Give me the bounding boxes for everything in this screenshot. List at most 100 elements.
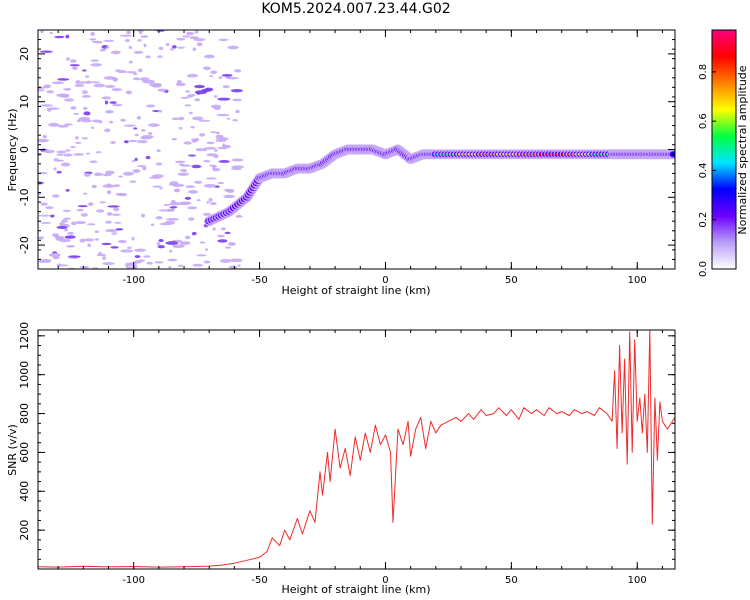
heatmap-noise-cell (171, 45, 177, 49)
heatmap-noise-cell (177, 202, 191, 206)
snr-y-tick-label: 1200 (18, 322, 31, 350)
heatmap-noise-cell (221, 74, 233, 77)
heatmap-noise-cell (215, 139, 227, 142)
heatmap-noise-cell (202, 212, 212, 216)
heatmap-noise-cell (94, 230, 99, 234)
heatmap-noise-cell (157, 55, 163, 58)
heatmap-noise-cell (102, 256, 107, 260)
heatmap-noise-cell (39, 50, 53, 53)
heatmap-noise-cell (192, 47, 197, 52)
heatmap-noise-cell (188, 190, 199, 194)
heatmap-noise-cell (43, 149, 55, 154)
heatmap-noise-cell (126, 30, 131, 35)
heatmap-noise-cell (237, 264, 241, 267)
heatmap-noise-cell (192, 116, 204, 121)
heatmap-noise-cell (206, 200, 210, 204)
snr-x-axis-label: Height of straight line (km) (281, 583, 430, 596)
heatmap-noise-cell (56, 153, 64, 156)
heatmap-noise-cell (73, 153, 85, 156)
heatmap-noise-cell (94, 238, 100, 241)
heatmap-noise-cell (115, 228, 124, 231)
heatmap-noise-cell (198, 119, 211, 122)
heatmap-noise-cell (218, 38, 229, 42)
heatmap-noise-cell (157, 245, 165, 249)
heatmap-noise-cell (186, 94, 194, 98)
heatmap-noise-cell (125, 71, 137, 74)
heatmap-noise-cell (151, 174, 164, 178)
heatmap-noise-cell (79, 266, 90, 269)
heatmap-noise-cell (109, 120, 114, 124)
snr-y-tick-label: 600 (18, 442, 31, 463)
heatmap-noise-cell (210, 70, 218, 74)
heatmap-noise-cell (169, 208, 175, 212)
heatmap-noise-cell (141, 128, 146, 132)
heatmap-noise-cell (131, 236, 135, 241)
heatmap-noise-cell (42, 135, 47, 139)
heatmap-noise-cell (205, 177, 217, 180)
heatmap-noise-cell (123, 140, 129, 144)
heatmap-noise-cell (105, 220, 112, 224)
heatmap-noise-cell (53, 167, 57, 171)
heatmap-x-tick-label: 100 (628, 275, 647, 286)
heatmap-noise-cell (56, 93, 69, 98)
heatmap-noise-cell (83, 106, 88, 110)
heatmap-noise-cell (46, 90, 54, 94)
heatmap-noise-cell (86, 223, 96, 226)
heatmap-noise-cell (40, 202, 48, 206)
heatmap-noise-cell (52, 194, 60, 198)
snr-x-tick-label: 100 (628, 575, 647, 586)
heatmap-noise-cell (213, 95, 218, 98)
heatmap-noise-cell (83, 111, 91, 116)
heatmap-noise-cell (217, 181, 225, 185)
heatmap-noise-cell (221, 227, 226, 231)
heatmap-noise-cell (152, 185, 162, 188)
heatmap-noise-cell (102, 262, 115, 266)
heatmap-noise-cell (75, 221, 86, 225)
heatmap-noise-cell (158, 109, 163, 113)
heatmap-noise-cell (91, 40, 103, 44)
heatmap-noise-cell (86, 152, 90, 155)
heatmap-noise-cell (111, 213, 121, 216)
heatmap-noise-cell (159, 222, 173, 226)
heatmap-noise-cell (156, 149, 161, 153)
heatmap-noise-cell (196, 91, 200, 95)
heatmap-noise-cell (137, 39, 142, 42)
heatmap-noise-cell (106, 212, 113, 216)
heatmap-noise-cell (158, 209, 171, 212)
heatmap-noise-cell (155, 162, 163, 166)
heatmap-noise-cell (137, 30, 144, 33)
heatmap-noise-cell (123, 124, 137, 127)
heatmap-noise-cell (232, 98, 243, 102)
heatmap-noise-cell (214, 148, 218, 152)
heatmap-noise-cell (194, 98, 201, 102)
heatmap-noise-cell (145, 55, 151, 59)
heatmap-noise-cell (113, 207, 120, 212)
chart-title: KOM5.2024.007.23.44.G02 (261, 1, 451, 17)
heatmap-noise-cell (80, 213, 88, 217)
heatmap-noise-cell (104, 229, 118, 233)
heatmap-noise-cell (193, 38, 206, 42)
heatmap-noise-cell (114, 221, 122, 224)
heatmap-noise-cell (183, 141, 192, 145)
heatmap-noise-cell (184, 104, 192, 107)
heatmap-noise-cell (75, 141, 82, 144)
heatmap-noise-cell (90, 59, 99, 62)
heatmap-noise-cell (156, 241, 161, 246)
heatmap-noise-cell (77, 205, 88, 208)
heatmap-noise-cell (218, 160, 231, 163)
heatmap-noise-cell (131, 159, 136, 163)
heatmap-noise-cell (224, 246, 232, 249)
heatmap-noise-cell (179, 169, 187, 172)
heatmap-noise-cell (171, 117, 182, 121)
heatmap-noise-cell (87, 243, 91, 248)
heatmap-noise-cell (40, 104, 54, 107)
heatmap-noise-cell (205, 248, 209, 251)
heatmap-noise-cell (217, 146, 228, 150)
heatmap-noise-cell (133, 127, 138, 130)
heatmap-noise-cell (82, 192, 88, 195)
heatmap-noise-cell (137, 68, 143, 73)
heatmap-noise-cell (188, 111, 194, 115)
heatmap-noise-cell (53, 158, 59, 161)
heatmap-noise-cell (60, 219, 68, 223)
heatmap-noise-cell (99, 201, 107, 204)
